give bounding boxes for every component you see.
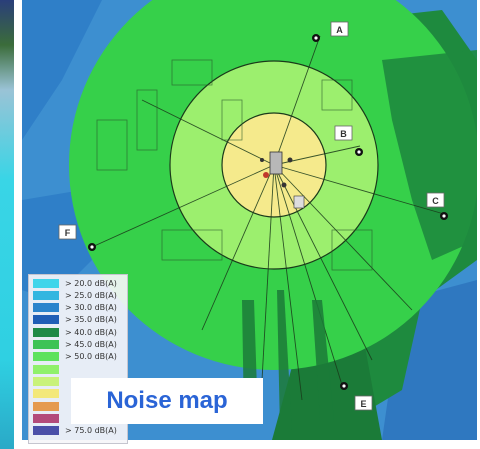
legend-swatch	[33, 303, 59, 313]
legend-swatch	[33, 327, 59, 337]
legend-label: > 75.0 dB(A)	[65, 426, 117, 436]
receiver-C[interactable]: C	[426, 192, 448, 220]
receiver-A[interactable]: A	[312, 21, 349, 42]
legend-item	[33, 413, 127, 423]
legend-label: > 25.0 dB(A)	[65, 290, 117, 300]
legend-swatch	[33, 340, 59, 349]
legend-item	[33, 401, 127, 411]
receiver-E[interactable]: E	[340, 382, 373, 411]
legend-swatch	[33, 278, 59, 288]
noise-ring-line	[169, 60, 379, 270]
legend-label: > 45.0 dB(A)	[65, 340, 117, 349]
adjacent-image-edge	[0, 0, 14, 449]
legend-item: > 45.0 dB(A)	[33, 340, 127, 350]
receiver-B-label: B	[340, 129, 347, 139]
legend-item: > 40.0 dB(A)	[33, 327, 127, 337]
legend-item: > 20.0 dB(A)	[33, 278, 127, 288]
receiver-F[interactable]: F	[58, 224, 96, 251]
legend-swatch	[33, 364, 59, 374]
legend-label: > 40.0 dB(A)	[65, 327, 117, 337]
legend-item: > 30.0 dB(A)	[33, 303, 127, 313]
propagation-rays	[91, 35, 445, 401]
legend-item	[33, 376, 127, 386]
legend-item: > 35.0 dB(A)	[33, 315, 127, 325]
legend-swatch	[33, 290, 59, 300]
legend-item: > 75.0 dB(A)	[33, 426, 127, 436]
contour-area	[22, 190, 92, 300]
caption-box: Noise map	[71, 378, 263, 424]
receiver-C-label: C	[432, 196, 439, 206]
legend-swatch	[33, 376, 59, 386]
receiver-A-label: A	[336, 25, 343, 35]
building-outlines	[96, 59, 373, 271]
legend-swatch	[33, 315, 59, 325]
noise-map[interactable]: A B C E	[22, 0, 477, 440]
legend-swatch	[33, 352, 59, 362]
legend-item: > 50.0 dB(A)	[33, 352, 127, 362]
legend-label: > 50.0 dB(A)	[65, 352, 117, 362]
contour-area	[382, 50, 477, 260]
legend-item	[33, 364, 127, 374]
legend-item	[33, 389, 127, 399]
noise-map-canvas[interactable]: A B C E	[22, 0, 477, 440]
legend-swatch	[33, 389, 59, 399]
receiver-E-label: E	[360, 399, 366, 409]
receiver-F-label: F	[65, 228, 71, 238]
legend-swatch	[33, 401, 59, 411]
contour-area	[242, 290, 334, 430]
legend-label: > 35.0 dB(A)	[65, 315, 117, 325]
map-caption: Noise map	[106, 387, 228, 414]
legend-swatch	[33, 426, 59, 436]
receiver-B[interactable]: B	[334, 125, 363, 156]
noise-source-facility	[260, 151, 305, 209]
contour-area	[22, 0, 102, 140]
noise-ring-line	[221, 112, 327, 218]
legend-label: > 20.0 dB(A)	[65, 278, 117, 288]
legend-label: > 30.0 dB(A)	[65, 303, 117, 313]
legend-swatch	[33, 413, 59, 423]
legend-item: > 25.0 dB(A)	[33, 290, 127, 300]
